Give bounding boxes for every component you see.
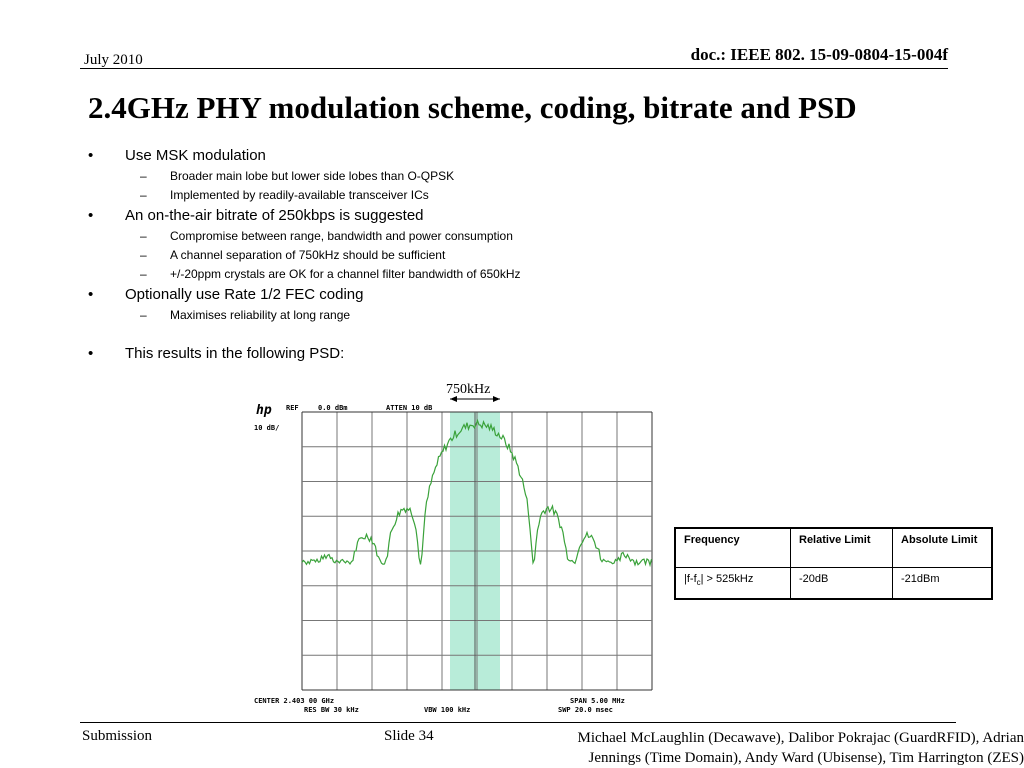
cell-relative-limit: -20dB xyxy=(790,567,893,600)
vbw-label: VBW 100 kHz xyxy=(424,706,470,714)
bullet-item: • Optionally use Rate 1/2 FEC coding xyxy=(88,286,708,304)
bullet-text: This results in the following PSD: xyxy=(125,345,345,362)
sub-bullet-text: +/-20ppm crystals are OK for a channel f… xyxy=(170,267,521,281)
bullet-glyph: • xyxy=(88,345,94,362)
span-label: SPAN 5.00 MHz xyxy=(570,697,625,705)
sub-bullet-item: – Compromise between range, bandwidth and… xyxy=(88,229,708,244)
res-bw-label: RES BW 30 kHz xyxy=(304,706,359,714)
sub-bullet-text: Maximises reliability at long range xyxy=(170,308,351,322)
ref-value: 0.0 dBm xyxy=(318,404,348,412)
scale-label: 10 dB/ xyxy=(254,424,279,432)
hp-logo: hp xyxy=(256,403,272,418)
bullet-text: Optionally use Rate 1/2 FEC coding xyxy=(125,286,364,303)
bullet-glyph: • xyxy=(88,147,94,164)
footer-submission: Submission xyxy=(82,728,153,744)
psd-trace xyxy=(301,418,653,568)
slide-title: 2.4GHz PHY modulation scheme, coding, bi… xyxy=(88,90,857,125)
bullet-glyph: • xyxy=(88,286,94,303)
bullet-item: • An on-the-air bitrate of 250kbps is sug… xyxy=(88,207,708,225)
atten-label: ATTEN 10 dB xyxy=(386,404,432,412)
bandwidth-label: 750kHz xyxy=(446,382,490,397)
header-frequency: Frequency xyxy=(674,527,791,568)
bullet-item: • Use MSK modulation xyxy=(88,147,708,165)
plot-grid xyxy=(301,411,653,691)
sub-bullet-item: – A channel separation of 750kHz should b… xyxy=(88,248,708,263)
sub-bullet-text: Broader main lobe but lower side lobes t… xyxy=(170,169,455,183)
footer-authors-line2: Jennings (Time Domain), Andy Ward (Ubise… xyxy=(588,750,1024,766)
sub-bullet-item: – Implemented by readily-available transc… xyxy=(88,188,708,203)
header-date: July 2010 xyxy=(84,52,143,68)
bullet-item: • This results in the following PSD: xyxy=(88,345,708,363)
header-relative-limit: Relative Limit xyxy=(790,527,893,568)
bullet-list: • Use MSK modulation – Broader main lobe b… xyxy=(88,147,708,363)
bullet-text: An on-the-air bitrate of 250kbps is sugg… xyxy=(125,207,424,224)
sub-bullet-glyph: – xyxy=(140,248,147,262)
ref-label: REF xyxy=(286,404,299,412)
sub-bullet-text: Implemented by readily-available transce… xyxy=(170,188,429,202)
sub-bullet-glyph: – xyxy=(140,229,147,243)
sub-bullet-item: – Maximises reliability at long range xyxy=(88,308,708,323)
limits-table: Frequency Relative Limit Absolute Limit … xyxy=(674,527,993,600)
center-freq-label: CENTER 2.403 00 GHz xyxy=(254,697,334,705)
sweep-label: SWP 20.0 msec xyxy=(558,706,613,714)
sub-bullet-glyph: – xyxy=(140,267,147,281)
bullet-glyph: • xyxy=(88,207,94,224)
psd-plot-svg: 750kHz hp REF 0.0 dBm ATTEN 10 dB 10 dB/… xyxy=(254,382,653,714)
header-divider xyxy=(80,68,948,69)
table-row: |f-fc| > 525kHz -20dB -21dBm xyxy=(674,567,993,600)
table-header-row: Frequency Relative Limit Absolute Limit xyxy=(674,527,993,568)
cell-frequency: |f-fc| > 525kHz xyxy=(674,567,791,600)
sub-bullet-text: A channel separation of 750kHz should be… xyxy=(170,248,446,262)
footer-slide-number: Slide 34 xyxy=(384,728,434,744)
sub-bullet-glyph: – xyxy=(140,308,147,322)
sub-bullet-glyph: – xyxy=(140,188,147,202)
sub-bullet-item: – Broader main lobe but lower side lobes … xyxy=(88,169,708,184)
bullet-text: Use MSK modulation xyxy=(125,147,266,164)
bandwidth-arrowhead-right xyxy=(493,396,500,402)
sub-bullet-glyph: – xyxy=(140,169,147,183)
sub-bullet-item: – +/-20ppm crystals are OK for a channel … xyxy=(88,267,708,282)
footer-divider xyxy=(80,722,956,723)
cell-absolute-limit: -21dBm xyxy=(892,567,993,600)
psd-plot: 750kHz hp REF 0.0 dBm ATTEN 10 dB 10 dB/… xyxy=(250,378,670,718)
header-doc-id: doc.: IEEE 802. 15-09-0804-15-004f xyxy=(690,45,948,64)
sub-bullet-text: Compromise between range, bandwidth and … xyxy=(170,229,513,243)
header-absolute-limit: Absolute Limit xyxy=(892,527,993,568)
footer-authors: Michael McLaughlin (Decawave), Dalibor P… xyxy=(508,728,1024,768)
bandwidth-arrowhead-left xyxy=(450,396,457,402)
footer-authors-line1: Michael McLaughlin (Decawave), Dalibor P… xyxy=(577,730,1024,746)
